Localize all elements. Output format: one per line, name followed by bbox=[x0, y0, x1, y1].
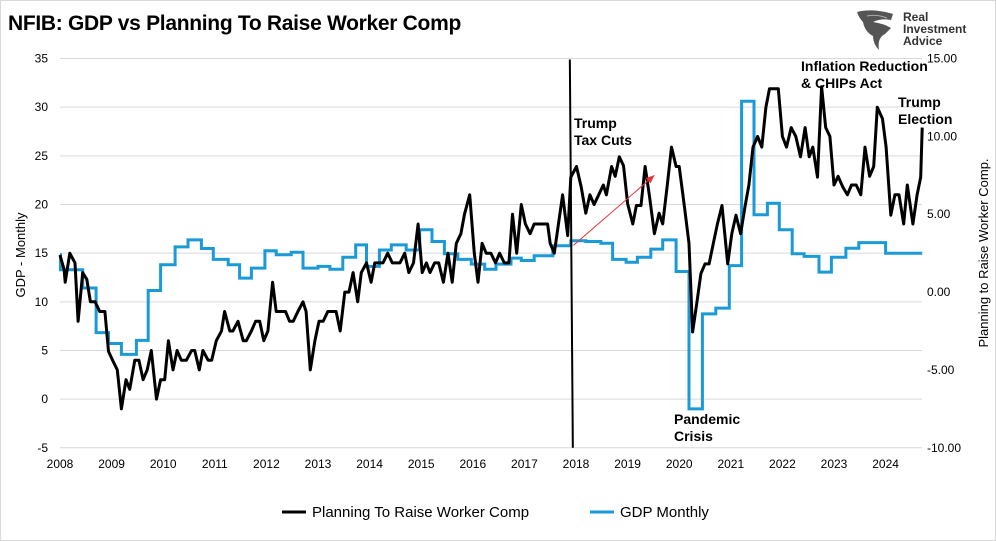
x-tick-label: 2008 bbox=[47, 457, 74, 471]
x-tick-label: 2009 bbox=[98, 457, 125, 471]
x-tick-label: 2024 bbox=[872, 457, 899, 471]
y-left-tick-label: 30 bbox=[35, 100, 49, 114]
y-left-tick-label: 25 bbox=[35, 149, 49, 163]
series-group bbox=[58, 59, 924, 448]
x-tick-label: 2011 bbox=[202, 457, 228, 471]
x-tick-label: 2017 bbox=[511, 457, 538, 471]
tick-labels: 35302520151050-515.0010.005.000.00-5.00-… bbox=[35, 52, 962, 472]
logo-text: Real Investment Advice bbox=[903, 11, 966, 47]
x-tick-label: 2020 bbox=[666, 457, 693, 471]
y-left-tick-label: 35 bbox=[35, 52, 49, 66]
annotations: Trump Tax Cuts Pandemic Crisis Inflation R… bbox=[574, 58, 952, 444]
chart-title: NFIB: GDP vs Planning To Raise Worker Co… bbox=[8, 12, 461, 35]
y-right-tick-label: -10.00 bbox=[927, 441, 961, 455]
x-tick-label: 2010 bbox=[150, 457, 177, 471]
x-tick-label: 2015 bbox=[408, 457, 435, 471]
legend-label-worker-comp: Planning To Raise Worker Comp bbox=[312, 504, 529, 521]
logo-eagle-icon bbox=[857, 10, 893, 50]
x-tick-label: 2018 bbox=[563, 457, 590, 471]
logo-line: Real bbox=[903, 10, 929, 24]
series-line-gdp-monthly bbox=[59, 99, 923, 411]
y-right-tick-label: -5.00 bbox=[927, 363, 955, 377]
x-tick-label: 2016 bbox=[459, 457, 486, 471]
y-left-tick-label: 15 bbox=[35, 246, 49, 260]
y-left-tick-label: 5 bbox=[41, 343, 48, 357]
x-tick-label: 2019 bbox=[614, 457, 641, 471]
y-right-tick-label: 15.00 bbox=[927, 52, 957, 66]
legend-label-gdp: GDP Monthly bbox=[620, 504, 709, 521]
arrow-head-icon bbox=[645, 175, 655, 184]
x-tick-label: 2021 bbox=[717, 457, 744, 471]
x-tick-label: 2012 bbox=[253, 457, 280, 471]
legend: Planning To Raise Worker Comp GDP Monthl… bbox=[282, 504, 709, 521]
vertical-marker-line bbox=[568, 59, 574, 448]
y-right-tick-label: 10.00 bbox=[927, 129, 957, 143]
series-line-worker-comp bbox=[58, 85, 924, 411]
x-tick-label: 2013 bbox=[305, 457, 332, 471]
logo-line: Advice bbox=[903, 34, 943, 48]
annotation-pandemic-crisis: Pandemic Crisis bbox=[674, 411, 740, 444]
y-right-tick-label: 5.00 bbox=[927, 207, 951, 221]
arrow-line bbox=[573, 174, 655, 246]
x-tick-label: 2023 bbox=[821, 457, 848, 471]
y-left-tick-label: 10 bbox=[35, 295, 49, 309]
y-right-tick-label: 0.00 bbox=[927, 285, 951, 299]
annotation-trump-tax-cuts: Trump Tax Cuts bbox=[574, 115, 632, 148]
y-axis-left-title: GDP - Monthly bbox=[13, 212, 28, 298]
logo-line: Investment bbox=[903, 22, 967, 36]
y-left-tick-label: -5 bbox=[37, 441, 48, 455]
annotation-trump-election: Trump Election bbox=[898, 94, 952, 127]
y-left-tick-label: 20 bbox=[35, 197, 49, 211]
x-tick-label: 2022 bbox=[769, 457, 796, 471]
annotation-inflation-reduction: Inflation Reduction & CHIPs Act bbox=[801, 58, 928, 91]
y-axis-right-title: Planning to Raise Worker Comp. bbox=[976, 158, 991, 347]
x-tick-label: 2014 bbox=[356, 457, 383, 471]
y-left-tick-label: 0 bbox=[41, 392, 48, 406]
